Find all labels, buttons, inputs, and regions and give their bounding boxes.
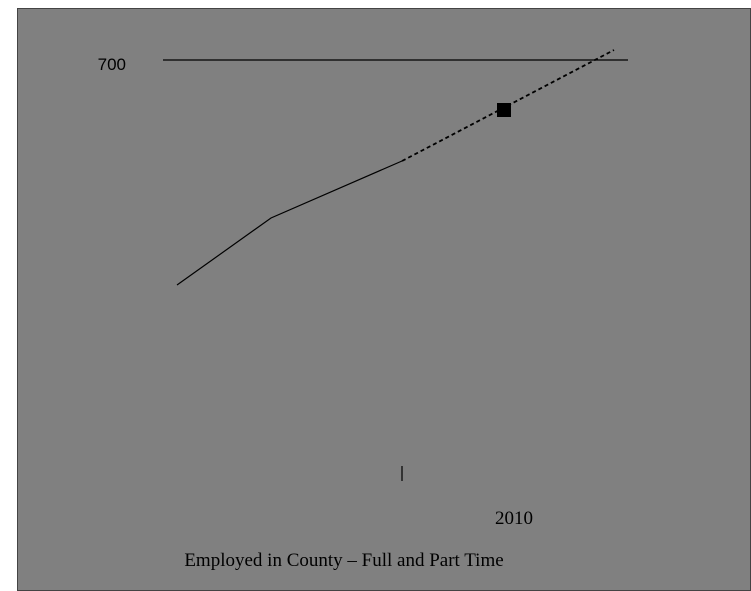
- x-tick-label-2010: 2010: [495, 508, 533, 529]
- series-layer: [176, 49, 615, 286]
- series-line-solid-0: [176, 160, 403, 286]
- chart-frame: [17, 8, 751, 591]
- y-tick-label-700: 700: [98, 55, 126, 74]
- y-axis: 700: [98, 55, 126, 74]
- x-axis-label: Employed in County – Full and Part Time: [184, 550, 503, 571]
- highlight-marker-2010: [497, 103, 511, 117]
